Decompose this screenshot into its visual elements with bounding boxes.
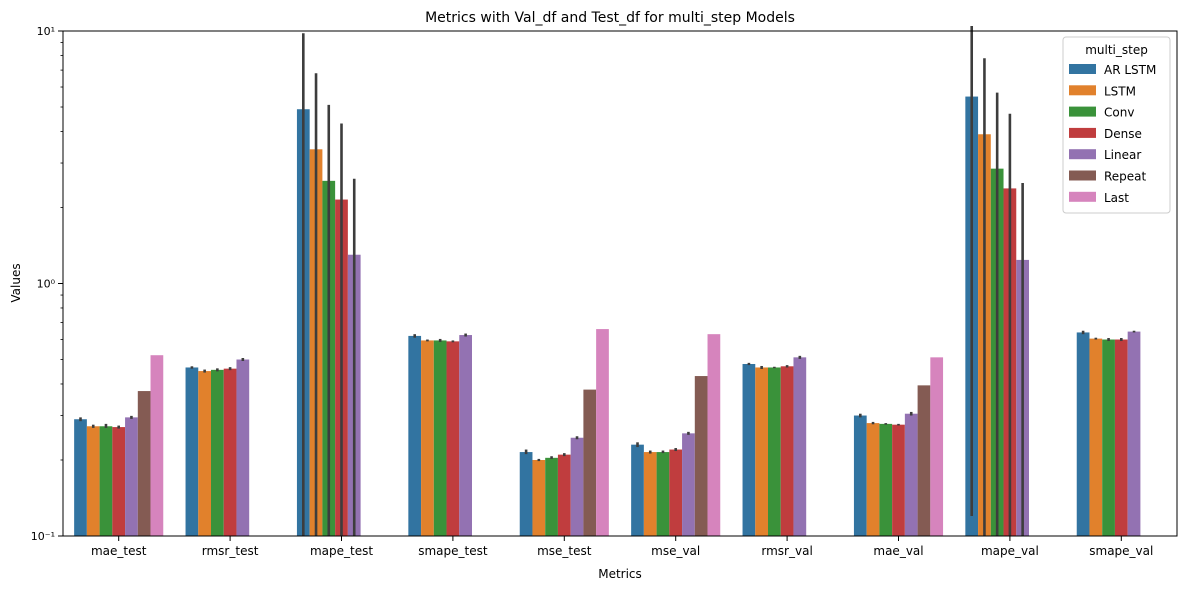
legend-swatch xyxy=(1069,106,1096,117)
bar xyxy=(185,367,199,536)
x-tick-label: mse_val xyxy=(651,544,700,558)
legend-label: Linear xyxy=(1104,148,1141,162)
bar xyxy=(755,367,768,536)
bar xyxy=(1114,339,1128,536)
bar xyxy=(1102,339,1115,536)
bar xyxy=(74,419,87,536)
bar xyxy=(408,335,422,536)
bar xyxy=(125,417,138,536)
legend-swatch xyxy=(1069,191,1096,202)
bar xyxy=(1127,331,1141,536)
bar xyxy=(112,427,126,536)
bar xyxy=(904,413,918,536)
legend-swatch xyxy=(1069,85,1096,96)
legend-swatch xyxy=(1069,170,1096,181)
y-tick-label: 10¹ xyxy=(37,25,55,38)
bar xyxy=(446,341,460,536)
bar xyxy=(742,363,756,536)
bar xyxy=(930,357,944,536)
bar xyxy=(596,329,609,536)
legend: multi_step AR LSTM LSTM Conv Dense Linear Repe… xyxy=(1062,36,1171,214)
legend-swatch xyxy=(1069,127,1096,138)
bar xyxy=(682,433,695,536)
bar xyxy=(892,424,905,536)
bar xyxy=(433,340,447,536)
x-tick-label: mae_val xyxy=(873,544,923,558)
bar xyxy=(879,423,893,536)
bar xyxy=(421,340,434,536)
y-axis-label: Values xyxy=(9,263,23,302)
bar xyxy=(459,335,472,536)
legend-swatch xyxy=(1069,64,1096,74)
bar xyxy=(780,366,794,536)
bar xyxy=(866,423,880,536)
x-tick-label: smape_val xyxy=(1089,544,1153,558)
bar xyxy=(570,437,584,536)
bar xyxy=(519,452,533,536)
bar xyxy=(656,452,670,536)
legend-title: multi_step xyxy=(1085,43,1148,57)
bar xyxy=(211,369,224,536)
chart-title: Metrics with Val_df and Test_df for mult… xyxy=(425,10,795,26)
y-axis: 10⁻¹ 10⁰ 10¹ xyxy=(31,25,63,543)
bar xyxy=(583,389,597,536)
legend-label: LSTM xyxy=(1104,84,1136,98)
bar xyxy=(694,376,708,536)
bar xyxy=(198,371,211,536)
bar xyxy=(86,426,100,536)
bar xyxy=(557,454,571,536)
bar xyxy=(532,459,546,536)
x-tick-label: mape_test xyxy=(310,544,373,558)
plot-area xyxy=(74,25,1141,537)
bar xyxy=(545,457,558,536)
x-axis: mae_test rmsr_test mape_test smape_test mse_… xyxy=(91,536,1153,558)
legend-label: Dense xyxy=(1104,127,1142,141)
bar xyxy=(707,334,721,536)
legend-label: Conv xyxy=(1104,106,1134,120)
bar xyxy=(853,415,867,536)
bar xyxy=(150,355,164,536)
x-tick-label: mse_test xyxy=(537,544,592,558)
bar xyxy=(669,449,683,536)
legend-label: Last xyxy=(1104,191,1129,205)
bar xyxy=(1089,338,1103,536)
x-tick-label: mape_val xyxy=(981,544,1039,558)
legend-label: AR LSTM xyxy=(1104,63,1156,77)
bar xyxy=(223,368,237,536)
bar xyxy=(236,359,250,536)
legend-box xyxy=(1062,36,1171,214)
y-tick-label: 10⁰ xyxy=(37,278,56,291)
bar xyxy=(768,367,781,536)
x-tick-label: mae_test xyxy=(91,544,147,558)
bar xyxy=(793,357,807,536)
y-tick-label: 10⁻¹ xyxy=(31,530,55,543)
bar xyxy=(99,426,113,536)
bar xyxy=(137,391,151,536)
bar xyxy=(643,452,657,536)
legend-label: Repeat xyxy=(1104,170,1147,184)
bar xyxy=(1076,332,1090,536)
x-tick-label: smape_test xyxy=(418,544,488,558)
bar xyxy=(631,444,644,536)
x-tick-label: rmsr_test xyxy=(202,544,259,558)
bar xyxy=(917,385,931,536)
x-axis-label: Metrics xyxy=(598,567,642,581)
legend-swatch xyxy=(1069,149,1096,160)
x-tick-label: rmsr_val xyxy=(761,544,812,558)
